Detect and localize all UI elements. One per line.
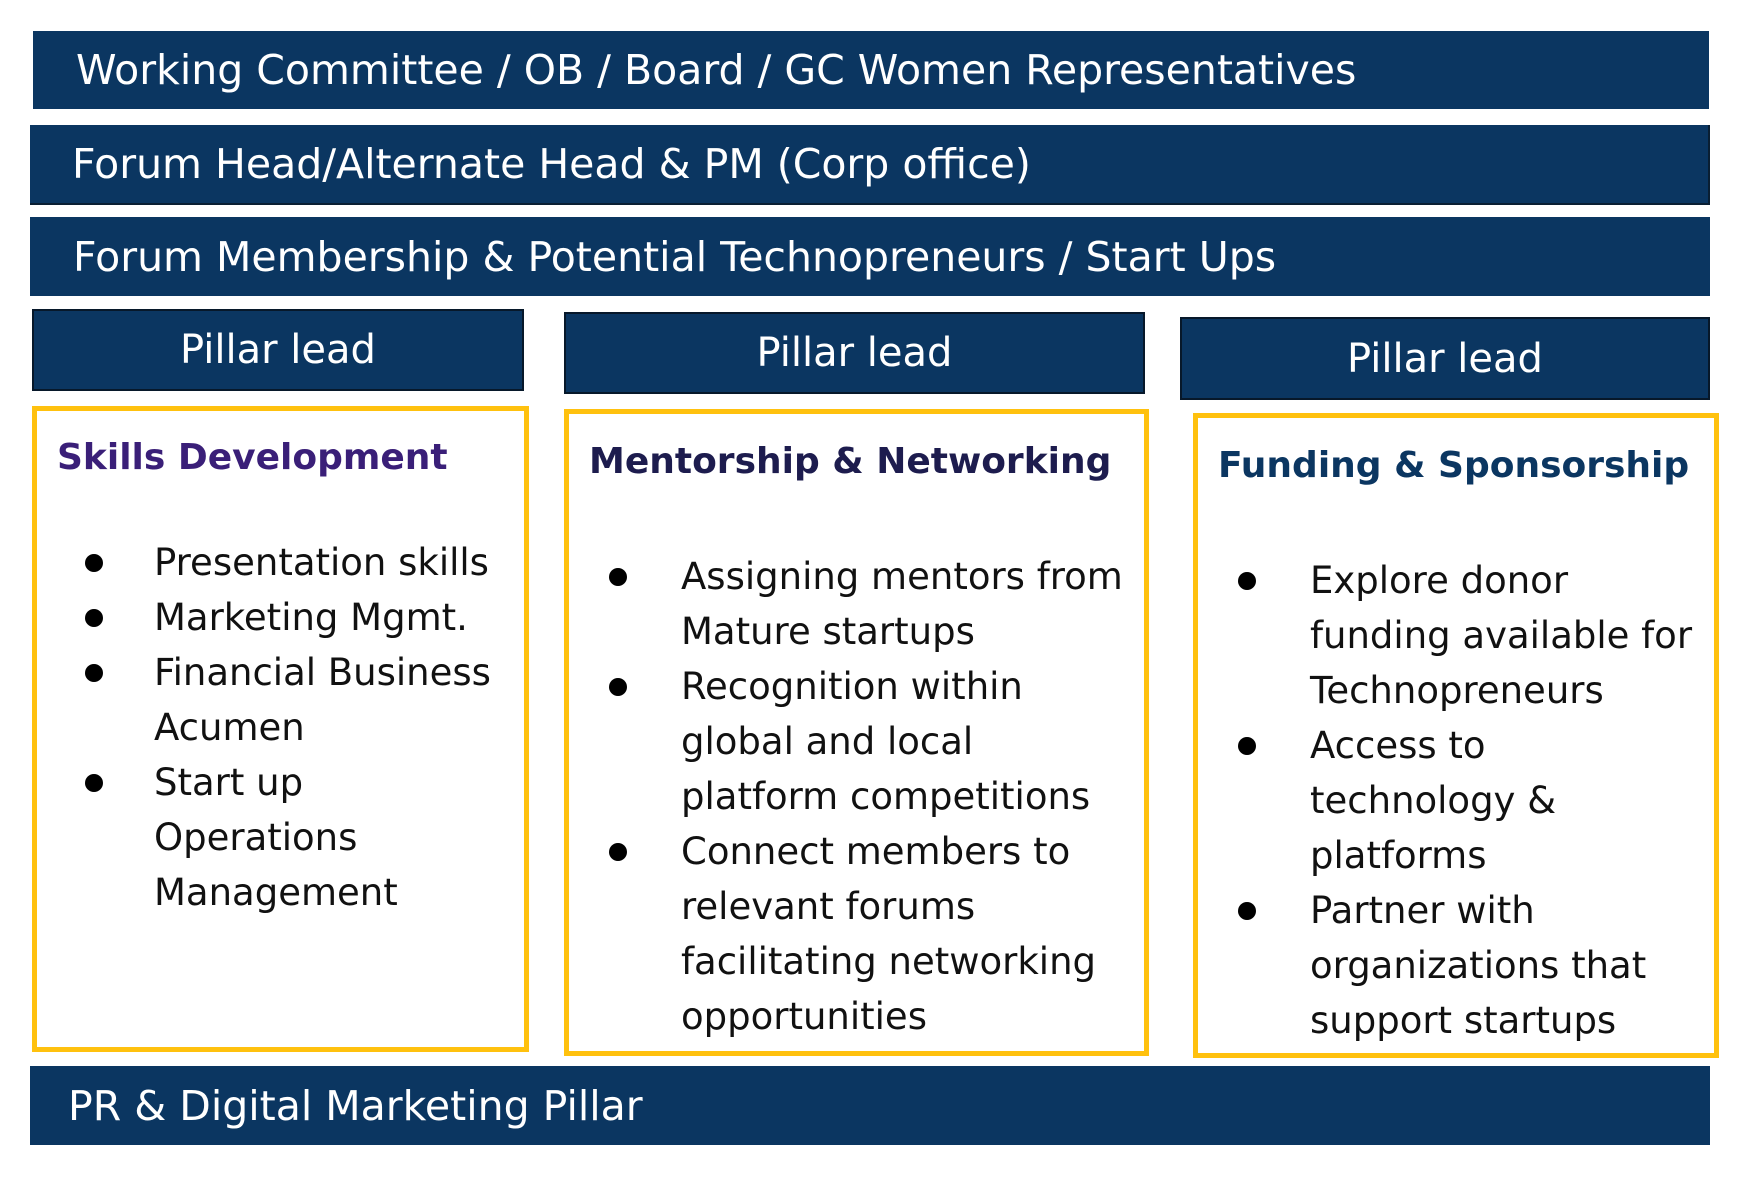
list-item: Start up Operations Management — [82, 755, 522, 920]
list-item: Partner with organizations that support … — [1238, 883, 1718, 1048]
list-item: Explore donor funding available for Tech… — [1238, 553, 1718, 718]
forum-head-bar: Forum Head/Alternate Head & PM (Corp off… — [30, 125, 1710, 205]
skills-list: Presentation skills Marketing Mgmt. Fina… — [82, 535, 522, 920]
list-item: Connect members to relevant forums facil… — [609, 824, 1139, 1044]
pillar-title: Mentorship & Networking — [589, 441, 1112, 482]
list-item: Financial Business Acumen — [82, 645, 522, 755]
bullet-icon — [1238, 902, 1256, 920]
pillar-title: Skills Development — [57, 437, 448, 478]
pillar-title: Funding & Sponsorship — [1218, 445, 1690, 486]
bullet-icon — [85, 664, 103, 682]
list-item: Access to technology & platforms — [1238, 718, 1718, 883]
bullet-icon — [85, 554, 103, 572]
bullet-icon — [1238, 737, 1256, 755]
working-committee-bar: Working Committee / OB / Board / GC Wome… — [33, 31, 1709, 109]
pillar-skills-development: Skills Development Presentation skills M… — [32, 406, 529, 1052]
bullet-icon — [609, 568, 627, 586]
pillar-lead-label: Pillar lead — [756, 330, 953, 376]
pillar-lead-funding: Pillar lead — [1180, 317, 1710, 400]
bullet-icon — [1238, 572, 1256, 590]
pillar-funding-sponsorship: Funding & Sponsorship Explore donor fund… — [1193, 413, 1719, 1058]
list-item: Marketing Mgmt. — [82, 590, 522, 645]
list-item: Presentation skills — [82, 535, 522, 590]
forum-head-label: Forum Head/Alternate Head & PM (Corp off… — [72, 140, 1031, 188]
bullet-icon — [85, 774, 103, 792]
pr-digital-marketing-label: PR & Digital Marketing Pillar — [68, 1081, 643, 1130]
mentorship-list: Assigning mentors from Mature startups R… — [609, 549, 1139, 1044]
bullet-icon — [609, 678, 627, 696]
list-item: Recognition within global and local plat… — [609, 659, 1139, 824]
pr-digital-marketing-bar: PR & Digital Marketing Pillar — [30, 1066, 1710, 1145]
bullet-icon — [609, 843, 627, 861]
forum-membership-bar: Forum Membership & Potential Technoprene… — [30, 217, 1710, 296]
forum-membership-label: Forum Membership & Potential Technoprene… — [73, 232, 1277, 281]
funding-list: Explore donor funding available for Tech… — [1238, 553, 1718, 1048]
list-item: Assigning mentors from Mature startups — [609, 549, 1139, 659]
working-committee-label: Working Committee / OB / Board / GC Wome… — [76, 46, 1357, 94]
pillar-mentorship-networking: Mentorship & Networking Assigning mentor… — [564, 409, 1149, 1056]
pillar-lead-label: Pillar lead — [1347, 335, 1543, 382]
pillar-lead-mentorship: Pillar lead — [564, 312, 1145, 394]
bullet-icon — [85, 609, 103, 627]
pillar-lead-skills: Pillar lead — [32, 309, 524, 391]
pillar-lead-label: Pillar lead — [180, 327, 376, 373]
